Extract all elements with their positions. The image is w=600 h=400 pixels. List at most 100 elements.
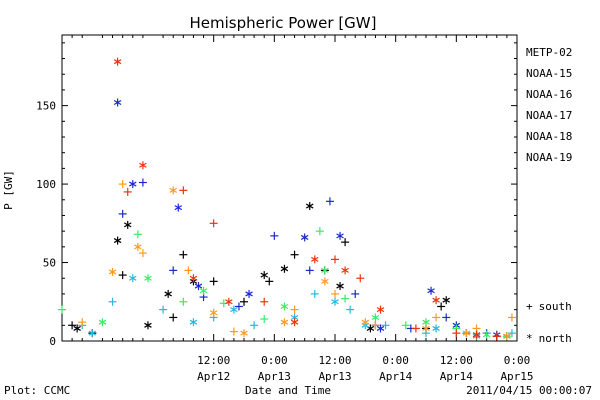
south-point [68, 321, 77, 330]
north-point [290, 318, 299, 327]
y-axis-label: P [GW] [2, 170, 15, 210]
south-point [179, 186, 188, 195]
south-point [118, 180, 127, 189]
south-point [356, 274, 365, 283]
legend-item: NOAA-19 [526, 151, 572, 164]
north-point [305, 202, 314, 211]
north-point [336, 231, 344, 240]
marker-legend-item: * north [526, 332, 572, 345]
series-noaa-18 [78, 180, 516, 341]
north-point [169, 186, 177, 195]
x-tick-time: 12:00 [318, 354, 351, 367]
north-point [129, 274, 137, 283]
north-point [139, 161, 147, 170]
south-point [381, 321, 390, 330]
south-point [138, 249, 147, 258]
south-point [209, 277, 218, 286]
x-tick-time: 12:00 [440, 354, 473, 367]
south-point [341, 294, 350, 303]
south-point [58, 305, 66, 314]
north-point [113, 57, 122, 66]
north-point [341, 266, 349, 275]
north-point [230, 305, 238, 314]
north-point [113, 98, 122, 107]
x-tick-date: Apr13 [318, 370, 351, 383]
south-point [305, 266, 314, 275]
north-point [189, 318, 198, 327]
south-point [265, 277, 274, 286]
series-noaa-15 [113, 98, 501, 339]
marker-legend-symbol: + [526, 300, 533, 313]
series-noaa-16 [78, 274, 516, 341]
north-point [209, 308, 218, 317]
series-metp-02 [68, 202, 511, 341]
south-point [179, 297, 188, 306]
x-tick-time: 0:00 [261, 354, 288, 367]
north-point [144, 274, 152, 283]
marker-legend-symbol: * [526, 332, 533, 345]
legend-item: METP-02 [526, 46, 572, 59]
south-point [78, 318, 87, 327]
north-point [73, 324, 81, 333]
south-point [169, 266, 178, 275]
x-axis-label: Date and Time [245, 384, 331, 397]
south-point [118, 271, 127, 280]
south-point [240, 297, 248, 306]
north-point [472, 330, 481, 339]
south-point [442, 313, 451, 322]
north-point [331, 297, 339, 306]
north-point [113, 236, 122, 245]
south-point [331, 289, 339, 298]
north-point [432, 324, 440, 333]
south-point [507, 313, 516, 322]
south-point [270, 231, 279, 240]
legend: METP-02 NOAA-15 NOAA-16 NOAA-17 NOAA-18 NOAA-… [526, 46, 572, 164]
south-point [437, 302, 446, 311]
south-point [492, 332, 501, 341]
south-point [346, 305, 355, 314]
north-point [240, 329, 248, 338]
south-point [118, 209, 127, 218]
north-point [174, 203, 183, 212]
north-point [321, 277, 329, 286]
south-point [310, 289, 319, 298]
south-point [371, 321, 380, 330]
footer-source: Plot: CCMC [4, 384, 70, 397]
y-axis: 0 50 100 150 [36, 42, 517, 348]
y-tick-label: 150 [36, 100, 56, 113]
x-tick-date: Apr14 [440, 370, 473, 383]
south-point [229, 327, 238, 336]
north-point [442, 296, 450, 305]
marker-legend-item: + south [526, 300, 572, 313]
x-axis: 12:00 Apr12 0:00 Apr13 12:00 Apr13 0:00 Apr14 12… [71, 35, 534, 383]
y-tick-label: 50 [43, 257, 56, 270]
north-point [280, 302, 289, 311]
south-point [260, 315, 269, 324]
marker-legend-label: north [539, 332, 572, 345]
x-tick-date: Apr13 [258, 370, 291, 383]
north-point [98, 318, 107, 327]
north-point [280, 264, 289, 273]
north-point [194, 282, 203, 291]
south-point [159, 305, 168, 314]
south-point [507, 329, 516, 338]
north-point [260, 271, 268, 280]
legend-item: NOAA-18 [526, 130, 572, 143]
north-point [361, 318, 370, 327]
south-point [123, 187, 132, 196]
south-point [290, 305, 299, 314]
south-point [331, 255, 339, 264]
footer-timestamp: 2011/04/15 00:00:07 [466, 384, 592, 397]
south-point [234, 302, 243, 311]
north-point [376, 324, 385, 333]
north-point [123, 220, 132, 229]
north-point [225, 297, 233, 306]
north-point [108, 267, 117, 276]
north-point [300, 233, 309, 242]
south-point [169, 313, 178, 322]
north-point [311, 255, 319, 264]
north-point [321, 266, 329, 275]
north-point [376, 305, 385, 314]
north-point [482, 330, 491, 339]
south-point [452, 329, 461, 338]
